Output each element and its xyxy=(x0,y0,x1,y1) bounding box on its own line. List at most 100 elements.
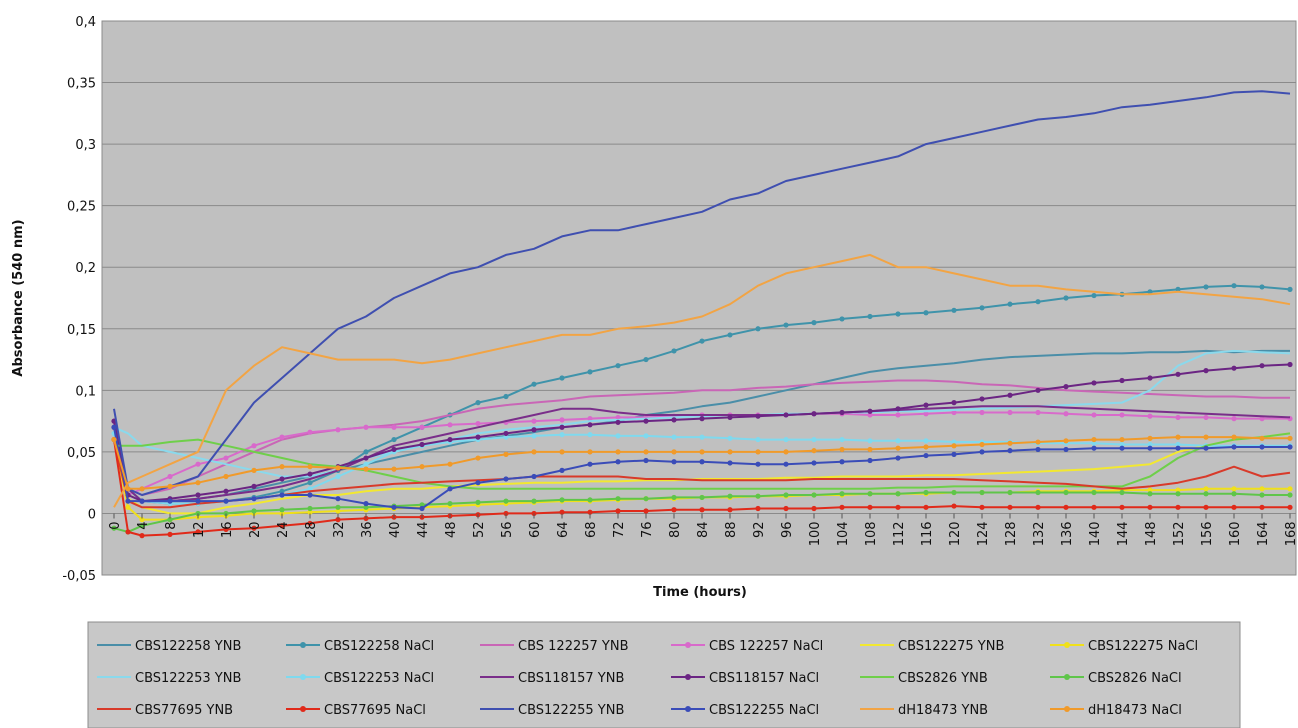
series-point xyxy=(125,504,131,510)
series-point xyxy=(559,417,565,423)
series-point xyxy=(279,488,285,494)
series-point xyxy=(1259,363,1265,369)
series-point xyxy=(1091,412,1097,418)
x-tick-label: 64 xyxy=(556,521,571,538)
series-point xyxy=(503,451,509,457)
series-point xyxy=(811,320,817,326)
series-point xyxy=(643,356,649,363)
series-point xyxy=(1287,435,1293,441)
series-point xyxy=(951,307,957,313)
legend-entry: dH18473 NaCl xyxy=(1050,703,1182,718)
legend-label: CBS77695 NaCl xyxy=(324,703,426,718)
series-point xyxy=(531,473,537,480)
legend-entry: CBS77695 YNB xyxy=(97,703,233,718)
series-point xyxy=(923,411,929,417)
legend-label: CBS122253 YNB xyxy=(135,671,241,686)
legend-entry: CBS118157 YNB xyxy=(480,671,624,686)
series-point xyxy=(587,416,593,422)
series-point xyxy=(615,449,621,455)
series-point xyxy=(587,449,593,455)
series-point xyxy=(279,523,285,529)
series-point xyxy=(1175,445,1181,451)
legend-marker xyxy=(1064,642,1070,648)
series-point xyxy=(979,396,985,402)
series-point xyxy=(223,498,229,504)
series-point xyxy=(1287,361,1293,368)
series-point xyxy=(867,438,873,444)
series-point xyxy=(335,496,341,502)
legend-entry: dH18473 YNB xyxy=(860,703,988,718)
series-point xyxy=(923,444,929,450)
series-point xyxy=(1147,435,1153,441)
x-tick-label: 88 xyxy=(724,521,739,538)
x-tick-label: 140 xyxy=(1088,521,1103,546)
series-14 xyxy=(113,90,1291,496)
legend-entry: CBS 122257 NaCl xyxy=(671,639,823,654)
series-16 xyxy=(113,253,1291,508)
legend-entry: CBS122253 NaCl xyxy=(286,671,434,686)
series-line xyxy=(113,405,1291,503)
series-point xyxy=(1203,445,1209,451)
series-point xyxy=(671,507,677,513)
series-point xyxy=(1147,504,1153,510)
legend-marker xyxy=(1064,674,1070,680)
series-point xyxy=(615,433,621,439)
series-point xyxy=(1231,491,1237,497)
series-point xyxy=(951,451,957,457)
series-point xyxy=(1119,377,1125,384)
legend-entry: CBS122253 YNB xyxy=(97,671,241,686)
series-point xyxy=(1119,445,1125,451)
x-tick-label: 112 xyxy=(892,521,907,546)
series-point xyxy=(615,496,621,502)
series-point xyxy=(727,507,733,513)
series-point xyxy=(727,460,733,466)
x-tick-label: 156 xyxy=(1200,521,1215,546)
series-point xyxy=(1007,409,1013,416)
legend-entry: CBS 122257 YNB xyxy=(480,639,629,654)
series-point xyxy=(1063,504,1069,510)
legend-entry: CBS122255 NaCl xyxy=(671,703,819,718)
series-point xyxy=(251,443,257,449)
x-tick-label: 52 xyxy=(472,521,487,538)
legend-marker xyxy=(300,706,306,712)
series-point xyxy=(1287,504,1293,510)
series-point xyxy=(951,443,957,449)
series-point xyxy=(419,464,425,470)
series-point xyxy=(279,507,285,513)
series-point xyxy=(475,499,481,505)
x-tick-label: 100 xyxy=(808,521,823,546)
series-point xyxy=(1287,444,1293,450)
series-point xyxy=(391,466,397,472)
series-point xyxy=(335,427,341,433)
x-tick-label: 160 xyxy=(1228,521,1243,546)
series-point xyxy=(671,449,677,455)
x-tick-label: 68 xyxy=(584,521,599,538)
series-point xyxy=(1203,368,1209,374)
x-tick-label: 84 xyxy=(696,521,711,538)
series-point xyxy=(1231,283,1237,289)
series-point xyxy=(1287,486,1293,492)
legend-entry: CBS118157 NaCl xyxy=(671,671,819,686)
series-point xyxy=(1091,380,1097,386)
series-point xyxy=(139,486,145,492)
series-point xyxy=(671,417,677,423)
series-point xyxy=(839,316,845,322)
series-point xyxy=(559,432,565,438)
legend-marker xyxy=(300,642,306,648)
series-point xyxy=(1203,486,1209,492)
x-tick-label: 148 xyxy=(1144,521,1159,546)
x-tick-label: 92 xyxy=(752,521,767,538)
series-point xyxy=(951,409,957,416)
series-point xyxy=(587,422,593,428)
series-point xyxy=(125,529,131,535)
series-point xyxy=(447,486,453,492)
series-point xyxy=(307,429,313,435)
series-point xyxy=(1175,504,1181,510)
series-point xyxy=(167,531,173,537)
series-point xyxy=(839,409,845,416)
series-point xyxy=(783,505,789,512)
series-point xyxy=(1119,412,1125,418)
series-point xyxy=(167,483,173,489)
x-tick-label: 164 xyxy=(1256,521,1271,546)
series-point xyxy=(531,449,537,455)
